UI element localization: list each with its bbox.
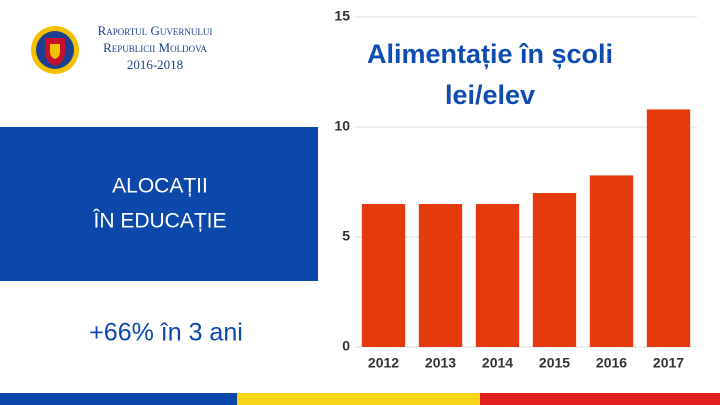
flag-stripe [0, 393, 237, 405]
header-line: Republicii Moldova [103, 40, 207, 55]
x-tick-label: 2016 [596, 355, 627, 371]
heading-line: ÎN EDUCAȚIE [92, 210, 226, 233]
x-tick-label: 2017 [653, 355, 684, 371]
bar [475, 204, 520, 347]
bar [532, 193, 577, 347]
chart-subtitle: lei/elev [445, 80, 535, 110]
heading-line: ALOCAȚII [112, 175, 208, 198]
emblem [31, 26, 79, 74]
y-tick-label: 5 [342, 228, 350, 244]
x-tick-label: 2015 [539, 355, 570, 371]
flag-stripe [237, 393, 480, 405]
bar [589, 175, 634, 347]
bar [361, 204, 406, 347]
y-tick-label: 0 [342, 338, 350, 354]
x-tick-label: 2014 [482, 355, 513, 371]
chart-title: Alimentație în școli [367, 39, 613, 69]
heading-box [0, 127, 318, 281]
chart: 0 5 10 15 2012 2013 2014 2015 2016 2017 [334, 8, 697, 371]
flag-stripe [480, 393, 720, 405]
header-line: 2016-2018 [127, 57, 183, 72]
bar [418, 204, 463, 347]
x-tick-label: 2012 [368, 355, 399, 371]
y-tick-label: 15 [334, 8, 350, 24]
bar [646, 109, 691, 348]
header-line: Raportul Guvernului [98, 23, 213, 38]
growth-note: +66% în 3 ani [89, 319, 243, 347]
x-tick-label: 2013 [425, 355, 456, 371]
y-tick-label: 10 [334, 118, 350, 134]
